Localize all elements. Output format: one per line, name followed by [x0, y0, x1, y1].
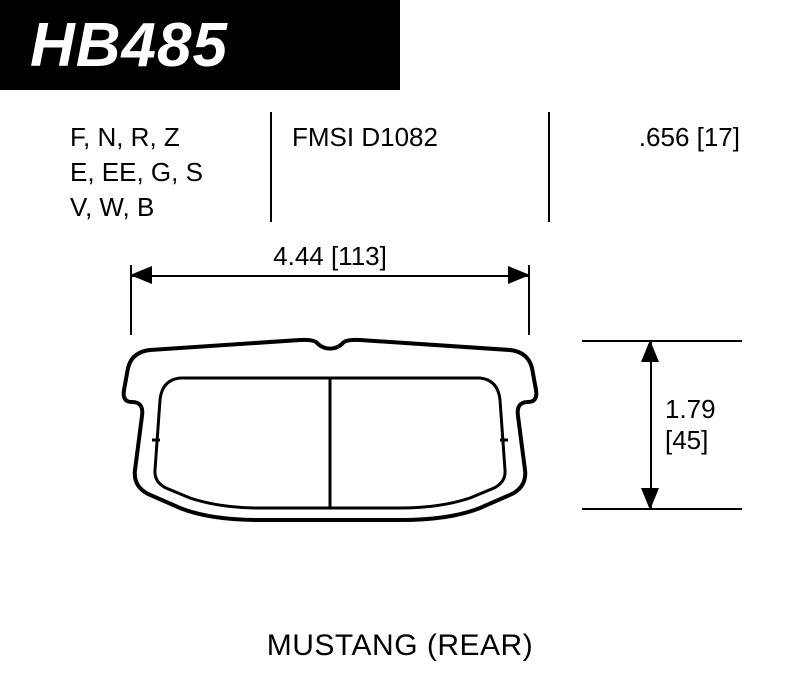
- height-in: 1.79: [665, 394, 716, 425]
- brake-pad-outline: [100, 330, 560, 530]
- compounds-column: F, N, R, Z E, EE, G, S V, W, B: [50, 112, 270, 222]
- diagram-area: 4.44 [113] 1.79 [45]: [0, 235, 800, 595]
- height-label: 1.79 [45]: [665, 394, 716, 456]
- width-dimension: 4.44 [113]: [130, 255, 530, 295]
- dim-line-vert: [650, 340, 652, 510]
- footer-label: MUSTANG (REAR): [0, 629, 800, 663]
- part-number: HB485: [30, 10, 228, 81]
- height-dimension: 1.79 [45]: [630, 340, 740, 510]
- fmsi-column: FMSI D1082: [270, 112, 550, 222]
- arrow-down-icon: [641, 488, 659, 510]
- compounds-line-1: F, N, R, Z: [70, 120, 250, 155]
- compounds-line-3: V, W, B: [70, 190, 250, 225]
- fmsi-value: FMSI D1082: [292, 120, 528, 155]
- height-mm: [45]: [665, 425, 716, 456]
- dim-line-horiz: [130, 275, 530, 277]
- thickness-value: .656 [17]: [570, 120, 740, 155]
- spec-row: F, N, R, Z E, EE, G, S V, W, B FMSI D108…: [50, 112, 750, 222]
- header-bar: HB485: [0, 0, 400, 90]
- arrow-right-icon: [508, 266, 530, 284]
- compounds-line-2: E, EE, G, S: [70, 155, 250, 190]
- width-label: 4.44 [113]: [261, 241, 399, 272]
- thickness-column: .656 [17]: [550, 112, 750, 222]
- arrow-left-icon: [130, 266, 152, 284]
- arrow-up-icon: [641, 340, 659, 362]
